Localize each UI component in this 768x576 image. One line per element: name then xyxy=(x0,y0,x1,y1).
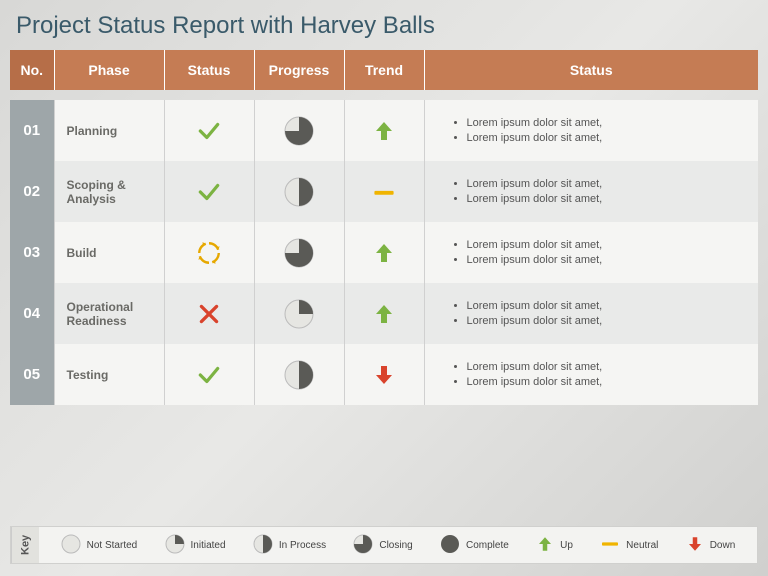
harvey-ball-icon xyxy=(284,184,314,198)
legend-icon xyxy=(536,535,554,556)
legend-item: Closing xyxy=(353,534,412,557)
legend-label: Key xyxy=(11,527,39,563)
status-icon-cell xyxy=(164,222,254,283)
status-bullet: Lorem ipsum dolor sit amet, xyxy=(467,361,753,373)
progress-cell xyxy=(254,344,344,405)
status-icon-cell xyxy=(164,283,254,344)
row-number: 04 xyxy=(10,283,54,344)
status-description: Lorem ipsum dolor sit amet, Lorem ipsum d… xyxy=(424,283,758,344)
legend-item: Initiated xyxy=(165,534,226,557)
col-header-phase: Phase xyxy=(54,50,164,90)
table-row: 05 Testing Lorem ipsum dolor sit amet,Lo… xyxy=(10,344,758,405)
page-title: Project Status Report with Harvey Balls xyxy=(0,0,768,50)
table-row: 04 Operational Readiness Lorem ipsum dol… xyxy=(10,283,758,344)
status-description: Lorem ipsum dolor sit amet, Lorem ipsum d… xyxy=(424,222,758,283)
status-icon-cell xyxy=(164,161,254,222)
row-number: 03 xyxy=(10,222,54,283)
trend-cell xyxy=(344,344,424,405)
legend-item: Up xyxy=(536,535,573,556)
legend-item: In Process xyxy=(253,534,326,557)
status-icon-cell xyxy=(164,100,254,161)
legend-text: Down xyxy=(710,540,736,551)
legend-text: Complete xyxy=(466,540,509,551)
legend-bar: Key Not Started Initiated In Process Clo… xyxy=(10,526,758,564)
harvey-ball-icon xyxy=(284,123,314,137)
phase-label: Build xyxy=(54,222,164,283)
trend-down-icon xyxy=(372,367,396,381)
col-header-status: Status xyxy=(164,50,254,90)
status-bullet: Lorem ipsum dolor sit amet, xyxy=(467,300,753,312)
table-header-row: No. Phase Status Progress Trend Status xyxy=(10,50,758,90)
status-bullet: Lorem ipsum dolor sit amet, xyxy=(467,117,753,129)
legend-icon xyxy=(686,535,704,556)
phase-label: Planning xyxy=(54,100,164,161)
harvey-ball-icon xyxy=(284,245,314,259)
status-bullet: Lorem ipsum dolor sit amet, xyxy=(467,239,753,251)
status-description: Lorem ipsum dolor sit amet, Lorem ipsum d… xyxy=(424,161,758,222)
phase-label: Testing xyxy=(54,344,164,405)
cross-icon xyxy=(196,306,222,320)
status-bullet: Lorem ipsum dolor sit amet, xyxy=(467,178,753,190)
cycle-icon xyxy=(196,245,222,259)
trend-up-icon xyxy=(372,245,396,259)
progress-cell xyxy=(254,161,344,222)
phase-label: Scoping & Analysis xyxy=(54,161,164,222)
legend-icon xyxy=(600,540,620,551)
table-row: 02 Scoping & Analysis Lorem ipsum dolor … xyxy=(10,161,758,222)
legend-text: In Process xyxy=(279,540,326,551)
legend-text: Initiated xyxy=(191,540,226,551)
trend-up-icon xyxy=(372,123,396,137)
trend-cell xyxy=(344,161,424,222)
status-table: No. Phase Status Progress Trend Status 0… xyxy=(10,50,758,405)
legend-icon xyxy=(353,534,373,557)
harvey-ball-icon xyxy=(284,367,314,381)
legend-text: Not Started xyxy=(87,540,138,551)
trend-cell xyxy=(344,100,424,161)
row-number: 05 xyxy=(10,344,54,405)
table-row: 01 Planning Lorem ipsum dolor sit amet,L… xyxy=(10,100,758,161)
phase-label: Operational Readiness xyxy=(54,283,164,344)
legend-items: Not Started Initiated In Process Closing… xyxy=(39,534,757,557)
col-header-progress: Progress xyxy=(254,50,344,90)
col-header-desc: Status xyxy=(424,50,758,90)
row-number: 02 xyxy=(10,161,54,222)
legend-icon xyxy=(253,534,273,557)
legend-icon xyxy=(440,534,460,557)
table-row: 03 Build Lorem ipsum dolor sit amet,Lore… xyxy=(10,222,758,283)
trend-cell xyxy=(344,283,424,344)
status-description: Lorem ipsum dolor sit amet, Lorem ipsum d… xyxy=(424,344,758,405)
check-icon xyxy=(196,123,222,137)
legend-icon xyxy=(61,534,81,557)
check-icon xyxy=(196,367,222,381)
legend-text: Neutral xyxy=(626,540,658,551)
legend-text: Up xyxy=(560,540,573,551)
trend-up-icon xyxy=(372,306,396,320)
check-icon xyxy=(196,184,222,198)
col-header-no: No. xyxy=(10,50,54,90)
status-bullet: Lorem ipsum dolor sit amet, xyxy=(467,376,753,388)
legend-item: Neutral xyxy=(600,540,658,551)
legend-icon xyxy=(165,534,185,557)
legend-item: Not Started xyxy=(61,534,138,557)
status-bullet: Lorem ipsum dolor sit amet, xyxy=(467,132,753,144)
progress-cell xyxy=(254,283,344,344)
status-bullet: Lorem ipsum dolor sit amet, xyxy=(467,315,753,327)
harvey-ball-icon xyxy=(284,306,314,320)
progress-cell xyxy=(254,100,344,161)
legend-item: Complete xyxy=(440,534,509,557)
col-header-trend: Trend xyxy=(344,50,424,90)
trend-neutral-icon xyxy=(372,185,396,199)
status-bullet: Lorem ipsum dolor sit amet, xyxy=(467,254,753,266)
status-description: Lorem ipsum dolor sit amet, Lorem ipsum d… xyxy=(424,100,758,161)
trend-cell xyxy=(344,222,424,283)
status-bullet: Lorem ipsum dolor sit amet, xyxy=(467,193,753,205)
row-number: 01 xyxy=(10,100,54,161)
legend-item: Down xyxy=(686,535,736,556)
progress-cell xyxy=(254,222,344,283)
status-icon-cell xyxy=(164,344,254,405)
legend-text: Closing xyxy=(379,540,412,551)
